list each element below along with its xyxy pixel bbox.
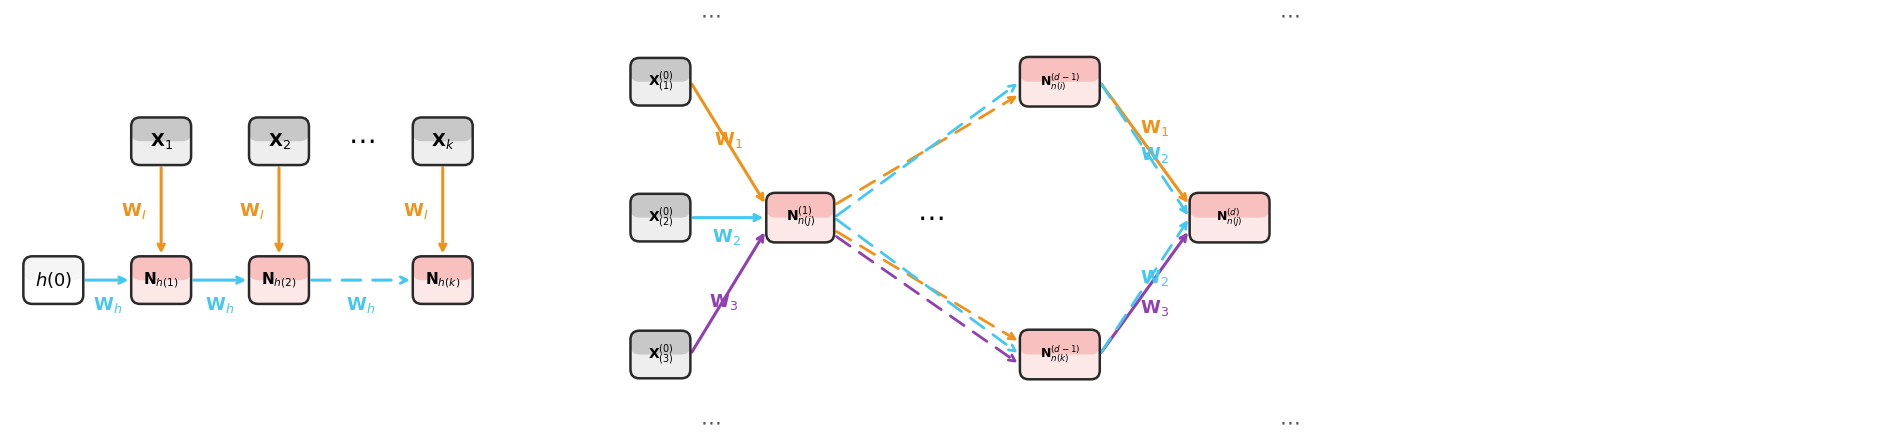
Text: $\cdots$: $\cdots$: [1279, 412, 1300, 432]
Text: $\mathbf{W}_h$: $\mathbf{W}_h$: [346, 295, 376, 315]
Text: $\mathbf{N}_{h(2)}$: $\mathbf{N}_{h(2)}$: [261, 270, 297, 290]
Text: $\cdots$: $\cdots$: [699, 5, 720, 25]
Text: $\mathbf{X}_2$: $\mathbf{X}_2$: [268, 131, 291, 151]
Text: $\mathbf{X}_{(3)}^{(0)}$: $\mathbf{X}_{(3)}^{(0)}$: [648, 342, 672, 367]
Text: $\mathbf{N}_{n(k)}^{(d-1)}$: $\mathbf{N}_{n(k)}^{(d-1)}$: [1039, 344, 1079, 365]
FancyBboxPatch shape: [631, 194, 689, 218]
FancyBboxPatch shape: [631, 58, 689, 106]
Text: $\mathbf{W}_3$: $\mathbf{W}_3$: [1139, 298, 1169, 318]
FancyBboxPatch shape: [631, 58, 689, 82]
FancyBboxPatch shape: [249, 256, 308, 304]
FancyBboxPatch shape: [249, 117, 308, 165]
Text: $\cdots$: $\cdots$: [699, 412, 720, 432]
Text: $\mathbf{W}_h$: $\mathbf{W}_h$: [93, 295, 121, 315]
Text: $\mathbf{X}_k$: $\mathbf{X}_k$: [431, 131, 455, 151]
FancyBboxPatch shape: [130, 256, 191, 280]
FancyBboxPatch shape: [412, 256, 472, 280]
FancyBboxPatch shape: [1020, 330, 1099, 354]
FancyBboxPatch shape: [23, 256, 83, 280]
Text: $h(0)$: $h(0)$: [34, 270, 72, 290]
FancyBboxPatch shape: [765, 193, 833, 242]
Text: $\mathbf{N}_{h(k)}$: $\mathbf{N}_{h(k)}$: [425, 270, 461, 290]
Text: $\mathbf{W}_1$: $\mathbf{W}_1$: [1139, 118, 1169, 138]
FancyBboxPatch shape: [631, 194, 689, 242]
FancyBboxPatch shape: [412, 117, 472, 165]
FancyBboxPatch shape: [249, 117, 308, 141]
Text: $\cdots$: $\cdots$: [348, 127, 374, 155]
Text: $\mathbf{W}_h$: $\mathbf{W}_h$: [206, 295, 234, 315]
Text: $\mathbf{W}_3$: $\mathbf{W}_3$: [708, 292, 737, 312]
FancyBboxPatch shape: [765, 193, 833, 218]
Text: $\mathbf{W}_I$: $\mathbf{W}_I$: [121, 201, 147, 221]
Text: $\cdots$: $\cdots$: [916, 204, 943, 232]
Text: $\mathbf{X}_{(1)}^{(0)}$: $\mathbf{X}_{(1)}^{(0)}$: [648, 69, 672, 94]
FancyBboxPatch shape: [130, 117, 191, 165]
Text: $\mathbf{N}_{n(i)}^{(d-1)}$: $\mathbf{N}_{n(i)}^{(d-1)}$: [1039, 71, 1079, 92]
FancyBboxPatch shape: [130, 256, 191, 304]
Text: $\mathbf{X}_{(2)}^{(0)}$: $\mathbf{X}_{(2)}^{(0)}$: [648, 205, 672, 230]
FancyBboxPatch shape: [1188, 193, 1269, 218]
Text: $\mathbf{W}_2$: $\mathbf{W}_2$: [1139, 145, 1169, 165]
Text: $\cdots$: $\cdots$: [1279, 5, 1300, 25]
FancyBboxPatch shape: [412, 256, 472, 304]
Text: $\mathbf{N}_{h(1)}$: $\mathbf{N}_{h(1)}$: [144, 270, 179, 290]
FancyBboxPatch shape: [631, 330, 689, 354]
FancyBboxPatch shape: [1020, 57, 1099, 82]
FancyBboxPatch shape: [249, 256, 308, 280]
Text: $\mathbf{N}_{n(j)}^{(1)}$: $\mathbf{N}_{n(j)}^{(1)}$: [786, 205, 814, 230]
Text: $\mathbf{W}_1$: $\mathbf{W}_1$: [714, 130, 742, 150]
Text: $\mathbf{X}_1$: $\mathbf{X}_1$: [149, 131, 172, 151]
Text: $\mathbf{W}_2$: $\mathbf{W}_2$: [1139, 268, 1169, 288]
FancyBboxPatch shape: [1020, 57, 1099, 106]
Text: $\mathbf{W}_2$: $\mathbf{W}_2$: [712, 228, 740, 248]
FancyBboxPatch shape: [1188, 193, 1269, 242]
Text: $\mathbf{W}_I$: $\mathbf{W}_I$: [402, 201, 429, 221]
Text: $\mathbf{W}_I$: $\mathbf{W}_I$: [240, 201, 264, 221]
FancyBboxPatch shape: [130, 117, 191, 141]
FancyBboxPatch shape: [23, 256, 83, 304]
FancyBboxPatch shape: [631, 330, 689, 378]
FancyBboxPatch shape: [1020, 330, 1099, 379]
FancyBboxPatch shape: [412, 117, 472, 141]
Text: $\mathbf{N}_{n(j)}^{(d)}$: $\mathbf{N}_{n(j)}^{(d)}$: [1217, 207, 1243, 229]
